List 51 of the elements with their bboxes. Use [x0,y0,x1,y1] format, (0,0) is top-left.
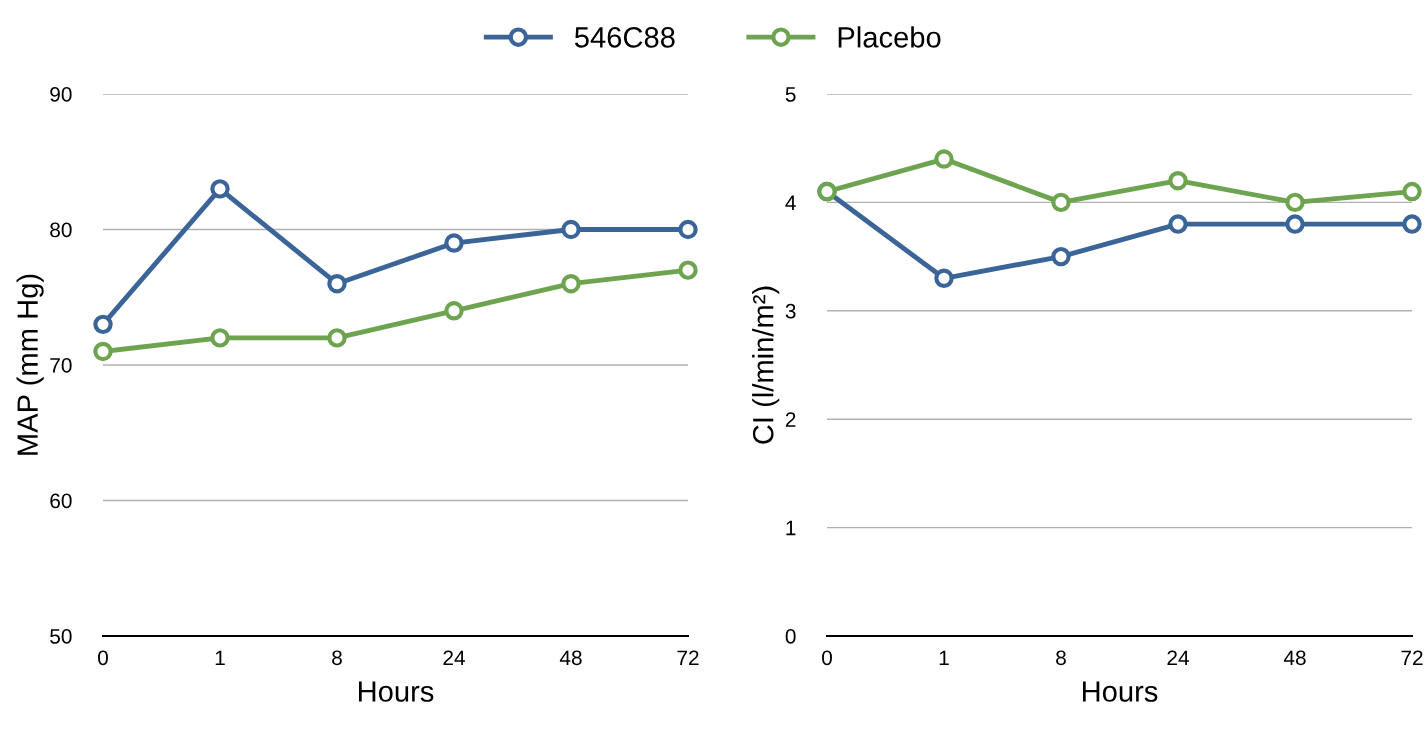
y-tick-label: 70 [50,358,72,373]
y-tick-label: 0 [785,629,796,644]
point [1051,246,1071,267]
point [1402,214,1422,234]
point [93,341,113,362]
x-tick-label: 1 [939,650,949,665]
point [1285,214,1305,234]
x-axis-title: Hours [358,681,434,702]
x-tick-label: 72 [1401,650,1423,665]
point [561,273,581,294]
point [934,268,954,289]
point [934,149,954,169]
y-tick-label: 80 [50,222,72,238]
point [1168,214,1188,234]
point [678,260,698,280]
x-tick-label: 0 [822,650,832,666]
x-tick-label: 8 [332,650,342,666]
point [1402,181,1422,202]
y-tick-label: 5 [785,87,796,102]
x-tick-label: 8 [1056,650,1066,666]
x-axis-title: Hours [1082,681,1158,702]
x-tick-label: 72 [677,650,699,665]
point [210,328,230,348]
point [1168,170,1188,191]
legend-label: 546C88 [574,27,675,48]
y-tick-label: 3 [785,303,796,319]
y-axis-title: CI (l/min/m²) [752,286,780,444]
y-tick-label: 50 [50,629,72,644]
x-tick-label: 48 [559,650,582,666]
x-tick-label: 24 [443,650,465,665]
y-tick-label: 2 [785,412,796,427]
x-tick-label: 1 [215,650,225,665]
y-tick-label: 1 [786,520,796,536]
point [1051,192,1071,213]
point [93,314,113,335]
point [444,301,464,321]
y-axis-title: MAP (mm Hg) [16,274,44,455]
x-tick-label: 48 [1283,650,1306,666]
point [210,179,230,199]
point [561,219,581,240]
y-tick-label: 60 [50,493,72,509]
y-tick-label: 4 [785,195,796,210]
point [678,219,698,240]
point [327,273,347,294]
y-tick-label: 90 [50,87,72,102]
point [327,328,347,348]
point [1285,192,1305,213]
x-tick-label: 0 [98,650,108,666]
legend-label: Placebo [838,26,941,48]
point [444,233,464,253]
x-tick-label: 24 [1167,650,1189,665]
